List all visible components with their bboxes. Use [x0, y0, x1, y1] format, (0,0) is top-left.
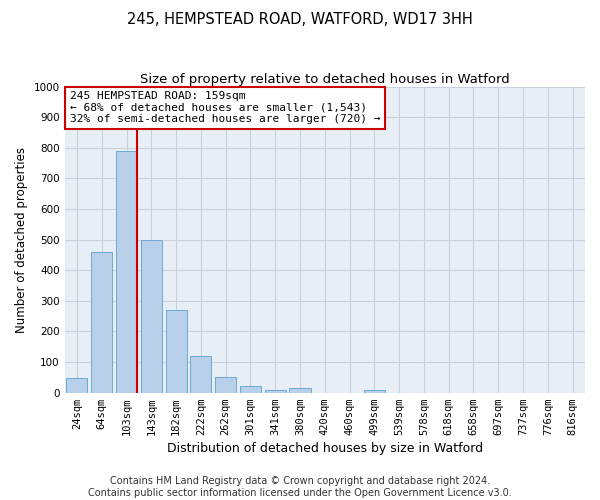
Bar [215, 377, 236, 392]
Bar [265, 390, 286, 392]
Bar [141, 240, 162, 392]
Text: 245, HEMPSTEAD ROAD, WATFORD, WD17 3HH: 245, HEMPSTEAD ROAD, WATFORD, WD17 3HH [127, 12, 473, 28]
Bar [116, 151, 137, 392]
X-axis label: Distribution of detached houses by size in Watford: Distribution of detached houses by size … [167, 442, 483, 455]
Bar [364, 390, 385, 392]
Bar [91, 252, 112, 392]
Y-axis label: Number of detached properties: Number of detached properties [15, 146, 28, 332]
Bar [240, 386, 261, 392]
Bar [289, 388, 311, 392]
Bar [166, 310, 187, 392]
Text: Contains HM Land Registry data © Crown copyright and database right 2024.
Contai: Contains HM Land Registry data © Crown c… [88, 476, 512, 498]
Title: Size of property relative to detached houses in Watford: Size of property relative to detached ho… [140, 72, 509, 86]
Text: 245 HEMPSTEAD ROAD: 159sqm
← 68% of detached houses are smaller (1,543)
32% of s: 245 HEMPSTEAD ROAD: 159sqm ← 68% of deta… [70, 92, 380, 124]
Bar [67, 378, 88, 392]
Bar [190, 356, 211, 393]
